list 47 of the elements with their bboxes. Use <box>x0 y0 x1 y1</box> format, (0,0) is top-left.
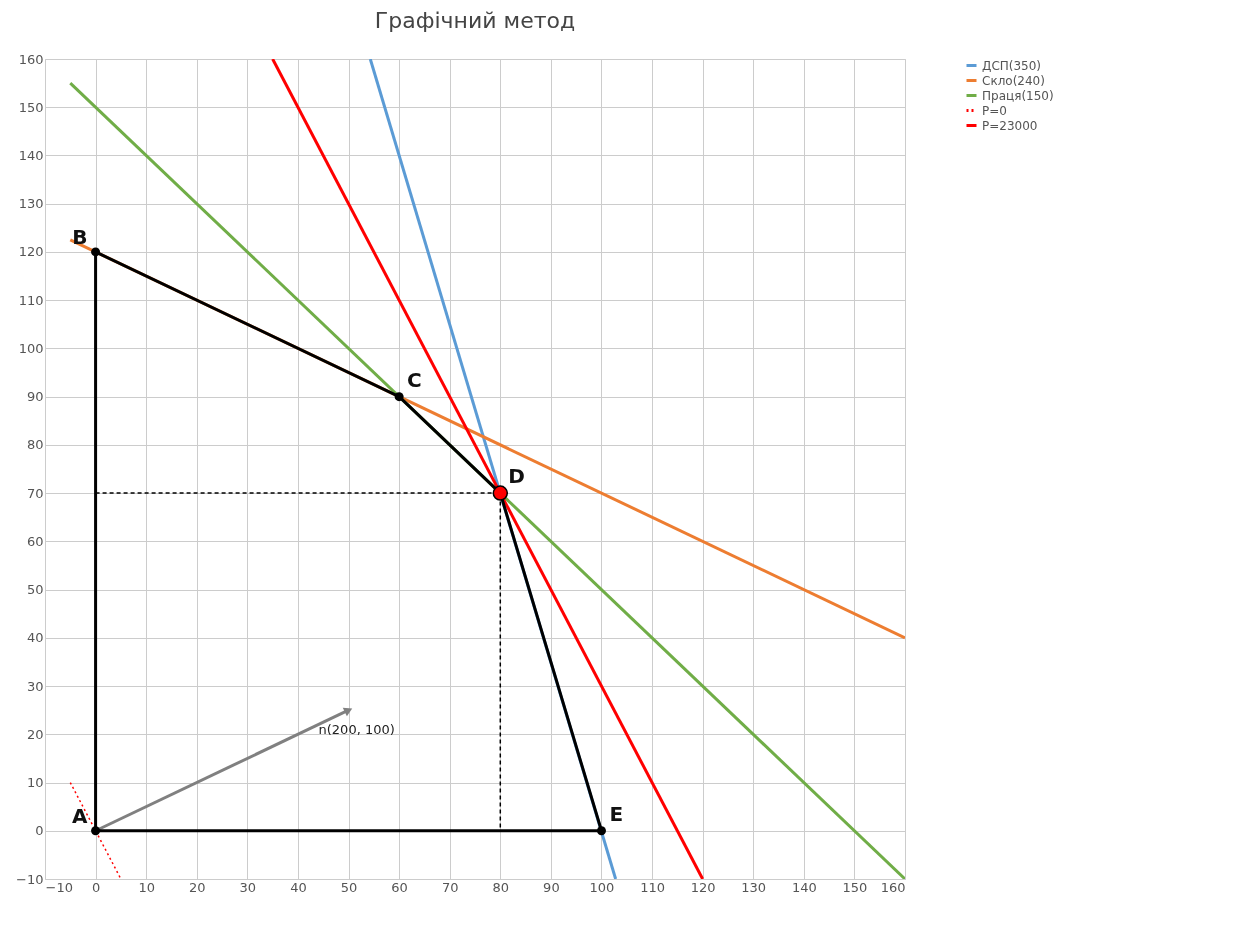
x-tick-label: 70 <box>441 879 459 895</box>
y-tick-label: 80 <box>26 437 44 453</box>
y-tick-label: 0 <box>35 823 44 839</box>
legend-label: ДСП(350) <box>982 58 1042 73</box>
y-tick-label: 120 <box>18 244 44 260</box>
y-tick-label: 110 <box>18 292 44 308</box>
x-tick-label: 50 <box>340 879 358 895</box>
x-tick-label: 80 <box>492 879 510 895</box>
x-tick-label: 60 <box>391 879 408 895</box>
legend-label: Праця(150) <box>982 88 1054 103</box>
x-tick-label: 100 <box>589 879 615 895</box>
legend-label: P=23000 <box>982 118 1038 133</box>
x-tick-label: 140 <box>791 879 817 895</box>
x-tick-label: −10 <box>45 879 73 895</box>
x-tick-label: 90 <box>543 879 560 895</box>
y-tick-label: 60 <box>26 533 44 549</box>
y-tick-label: 160 <box>18 51 44 67</box>
y-tick-label: 140 <box>18 147 44 163</box>
y-tick-label: 20 <box>26 726 44 742</box>
x-tick-label: 160 <box>880 879 906 895</box>
y-tick-label: 100 <box>18 340 44 356</box>
annotation: A <box>72 803 89 828</box>
y-tick-label: 150 <box>18 99 44 115</box>
legend-label: P=0 <box>982 103 1007 118</box>
y-tick-label: 130 <box>18 196 44 212</box>
x-tick-label: 10 <box>138 879 155 895</box>
x-tick-label: 0 <box>91 879 101 895</box>
annotation: C <box>407 367 422 392</box>
annotation: D <box>508 464 525 489</box>
y-tick-label: 90 <box>26 389 44 405</box>
x-tick-label: 110 <box>640 879 665 895</box>
legend-label: Скло(240) <box>982 73 1045 88</box>
y-tick-label: 30 <box>26 678 44 694</box>
chart-title: Графічний метод <box>374 8 576 33</box>
annotation: n(200, 100) <box>318 722 395 738</box>
x-tick-label: 130 <box>741 879 767 895</box>
x-tick-label: 30 <box>239 879 257 895</box>
annotation: B <box>72 224 88 249</box>
x-tick-label: 40 <box>290 879 307 895</box>
y-tick-label: 50 <box>26 582 44 598</box>
annotation: E <box>609 801 624 826</box>
y-tick-label: 70 <box>26 485 44 501</box>
x-tick-label: 120 <box>690 879 716 895</box>
y-tick-label: 10 <box>26 775 44 791</box>
y-tick-label: 40 <box>26 630 44 646</box>
x-tick-label: 150 <box>842 879 868 895</box>
x-tick-label: 20 <box>188 879 206 895</box>
